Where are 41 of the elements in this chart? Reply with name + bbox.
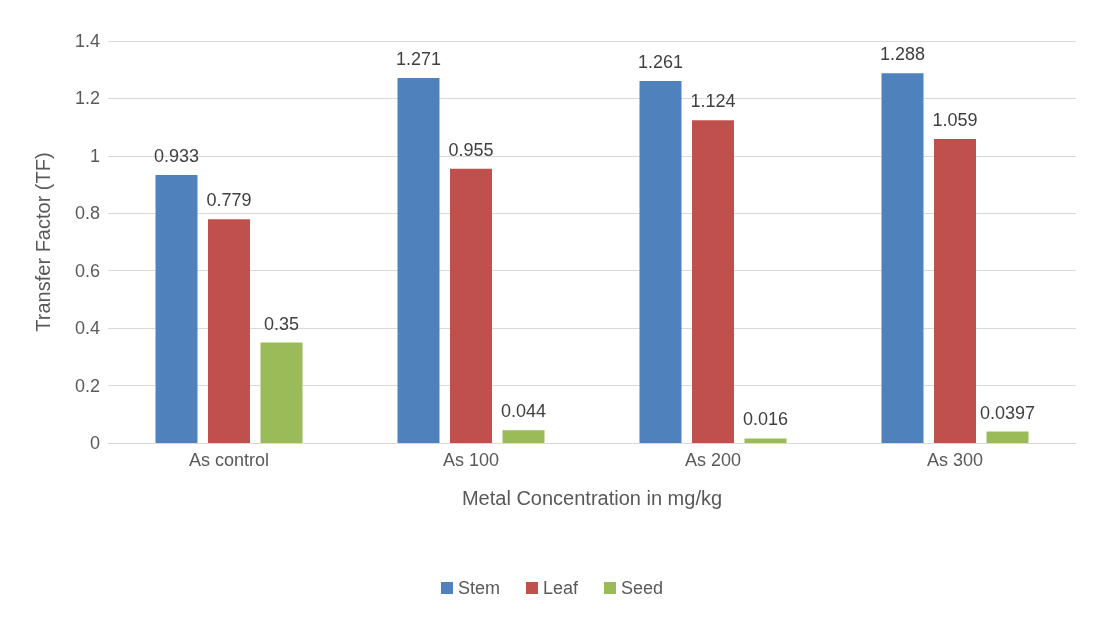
y-tick-label: 0.8 xyxy=(74,203,100,224)
data-label: 1.059 xyxy=(932,109,978,130)
data-label: 0.044 xyxy=(500,401,547,422)
bar xyxy=(260,342,303,443)
data-label: 0.35 xyxy=(263,313,300,334)
y-tick-label: 0.6 xyxy=(74,260,100,281)
legend-label: Seed xyxy=(621,578,664,598)
bar xyxy=(639,80,682,443)
bar xyxy=(397,78,440,443)
bar xyxy=(744,438,787,443)
data-label: 1.288 xyxy=(879,44,926,65)
bar xyxy=(450,168,492,443)
legend-label: Leaf xyxy=(542,578,579,598)
x-axis-title: Metal Concentration in mg/kg xyxy=(461,487,723,509)
y-tick-label: 1.2 xyxy=(74,88,100,109)
x-tick-label: As 300 xyxy=(926,450,984,470)
y-tick-label: 0.4 xyxy=(74,318,100,339)
legend-label: Stem xyxy=(457,578,500,598)
y-axis-title: Transfer Factor (TF) xyxy=(32,152,54,332)
y-tick-label: 1 xyxy=(89,145,100,166)
data-label: 1.124 xyxy=(690,91,736,112)
x-tick-label: As 200 xyxy=(684,450,742,470)
bar xyxy=(986,431,1029,443)
y-tick-label: 1.4 xyxy=(74,31,100,51)
bar xyxy=(208,219,250,443)
data-label: 0.779 xyxy=(206,190,252,211)
bar xyxy=(934,138,976,443)
bar xyxy=(881,73,924,443)
bar xyxy=(502,430,545,443)
data-label: 0.016 xyxy=(742,409,789,430)
x-tick-label: As control xyxy=(188,450,270,470)
data-label: 0.933 xyxy=(153,146,200,167)
y-tick-label: 0.2 xyxy=(74,375,100,396)
data-label: 1.271 xyxy=(395,49,442,70)
y-tick-label: 0 xyxy=(89,433,100,453)
data-label: 1.261 xyxy=(637,51,684,72)
x-tick-label: As 100 xyxy=(442,450,500,470)
bar xyxy=(155,175,198,443)
data-label: 0.0397 xyxy=(979,402,1036,423)
data-label: 0.955 xyxy=(448,139,494,160)
bar xyxy=(692,120,734,443)
